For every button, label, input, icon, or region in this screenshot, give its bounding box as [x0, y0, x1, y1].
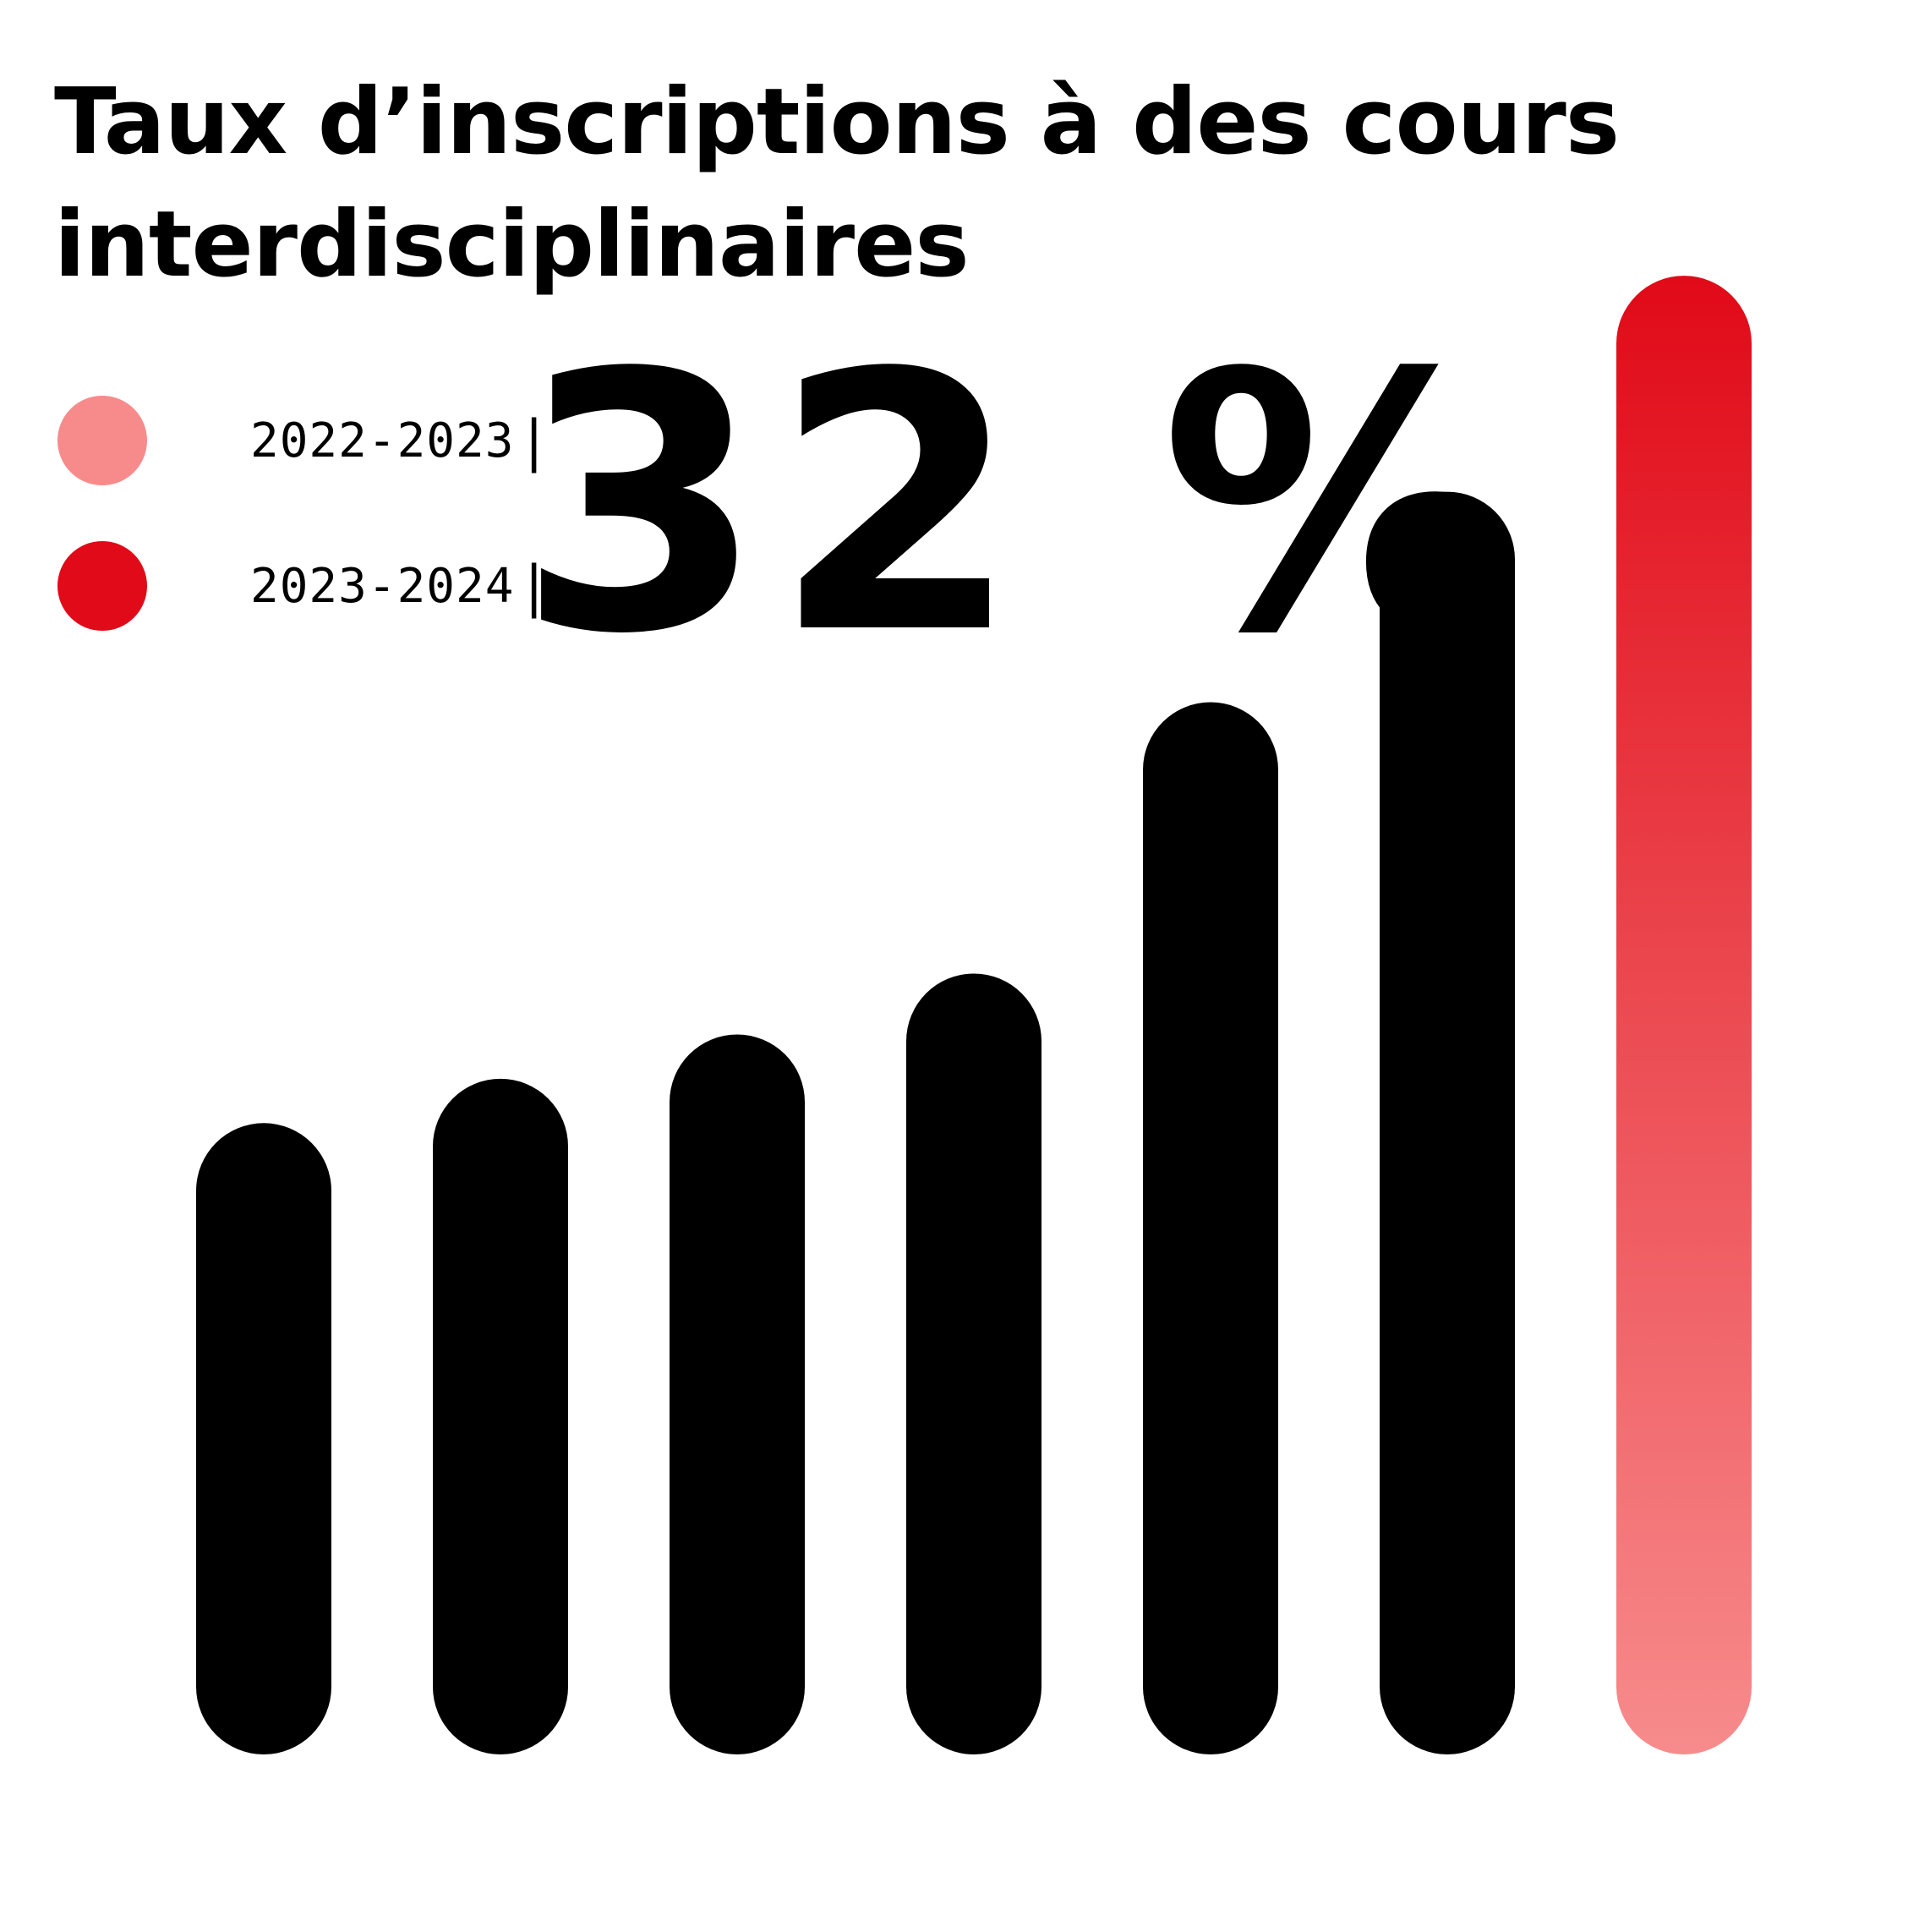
bars-group — [196, 276, 1752, 1754]
legend-item-2023-2024: 2023-2024 | — [57, 541, 544, 631]
bar-3 — [670, 1034, 805, 1754]
legend-dot-red — [57, 541, 147, 631]
legend-separator: | — [524, 553, 544, 619]
bar-1 — [196, 1123, 331, 1754]
bar-4 — [906, 973, 1041, 1754]
chart-title-line-2: interdisciplinaires — [54, 192, 970, 298]
legend-item-2022-2023: 2022-2023 | — [57, 396, 544, 485]
chart-title-line-1: Taux d’inscriptions à des cours — [54, 69, 1620, 175]
legend-separator: | — [524, 408, 544, 473]
bar-5 — [1143, 702, 1278, 1754]
legend-dot-light-red — [57, 396, 147, 485]
chart-title: Taux d’inscriptions à des cours interdis… — [54, 61, 1745, 306]
legend-label-2022-2023: 2022-2023 — [250, 413, 515, 468]
bar-highlight — [1616, 276, 1752, 1754]
highlight-value: 32 % — [517, 298, 1525, 712]
legend-label-2023-2024: 2023-2024 — [250, 558, 515, 614]
bar-6 — [1380, 491, 1515, 1754]
bar-2 — [433, 1078, 568, 1754]
